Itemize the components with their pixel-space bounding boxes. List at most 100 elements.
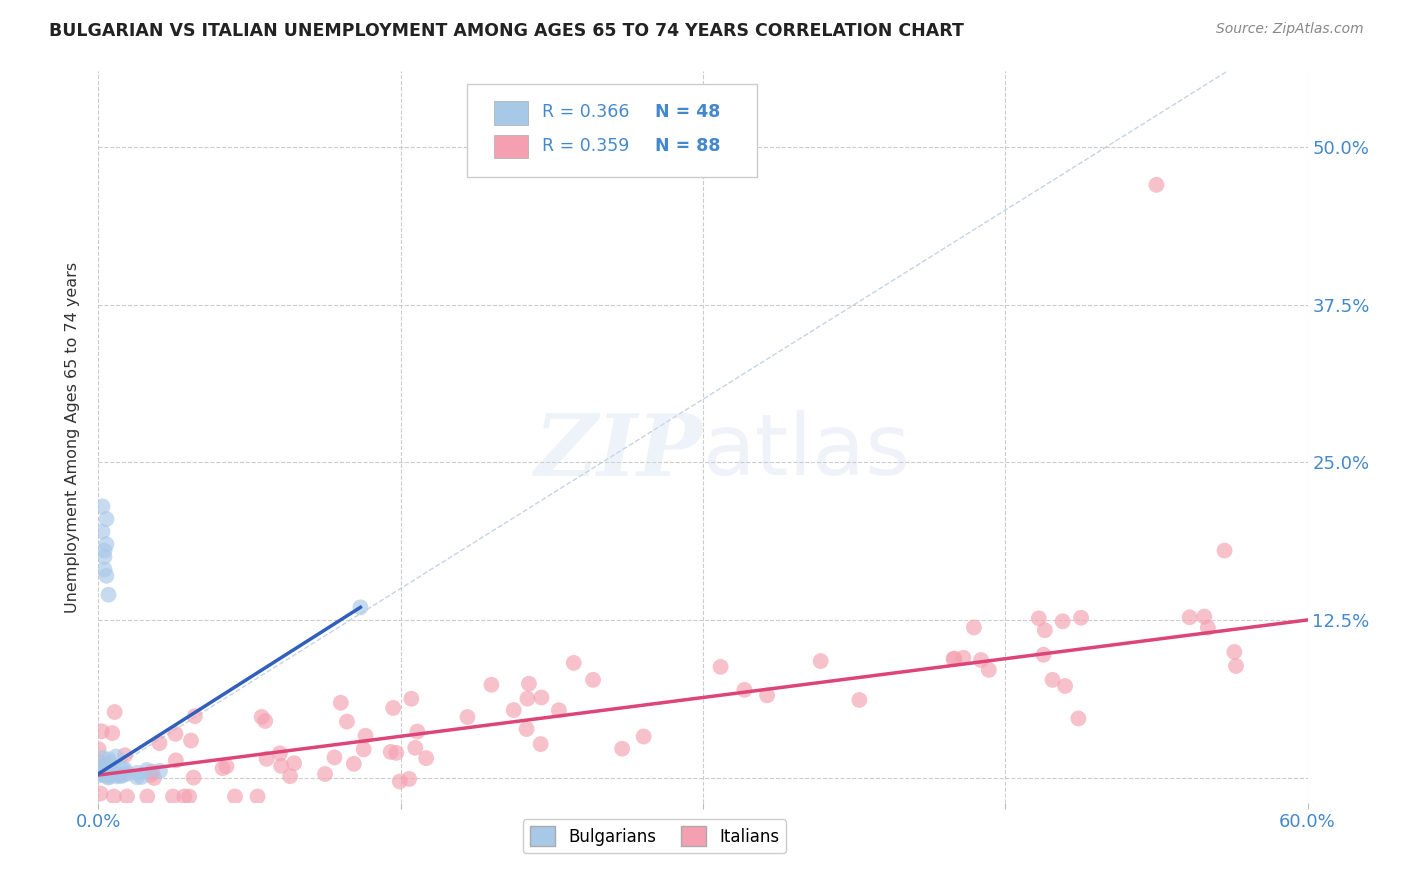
Point [1033, 624, 1056, 638]
Point [710, 660, 733, 674]
Point [1223, 645, 1246, 659]
Point [562, 656, 585, 670]
Text: R = 0.359: R = 0.359 [543, 137, 630, 155]
Point [1213, 543, 1236, 558]
Point [96, 512, 118, 526]
Point [1070, 611, 1092, 625]
Point [256, 752, 278, 766]
Point [97, 588, 120, 602]
Point [353, 742, 375, 756]
Point [105, 749, 128, 764]
Point [1178, 610, 1201, 624]
FancyBboxPatch shape [467, 84, 758, 178]
Point [530, 690, 553, 705]
Point [415, 751, 437, 765]
Point [1146, 178, 1168, 192]
Point [103, 765, 125, 780]
Point [224, 789, 246, 804]
Point [173, 789, 195, 804]
Point [89, 763, 111, 777]
Point [111, 762, 134, 776]
Point [89, 787, 111, 801]
Point [89, 765, 111, 780]
Point [110, 769, 132, 783]
Point [114, 762, 136, 776]
Point [89, 756, 111, 770]
Point [93, 543, 115, 558]
Point [942, 652, 965, 666]
Point [87, 763, 110, 777]
Point [329, 696, 352, 710]
Point [1225, 659, 1247, 673]
Point [211, 761, 233, 775]
Point [516, 691, 538, 706]
Point [183, 771, 205, 785]
FancyBboxPatch shape [494, 102, 527, 125]
Text: N = 48: N = 48 [655, 103, 720, 120]
Text: R = 0.366: R = 0.366 [543, 103, 630, 120]
Point [943, 651, 966, 665]
Point [105, 769, 128, 783]
Point [87, 742, 110, 756]
Point [93, 767, 115, 781]
Point [98, 766, 121, 780]
Text: atlas: atlas [703, 410, 911, 493]
Point [104, 705, 127, 719]
Point [91, 767, 114, 781]
Point [733, 682, 755, 697]
Point [97, 766, 120, 780]
Point [633, 730, 655, 744]
Point [93, 562, 115, 576]
Point [91, 500, 114, 514]
Text: BULGARIAN VS ITALIAN UNEMPLOYMENT AMONG AGES 65 TO 74 YEARS CORRELATION CHART: BULGARIAN VS ITALIAN UNEMPLOYMENT AMONG … [49, 22, 965, 40]
Point [96, 569, 118, 583]
Point [162, 789, 184, 804]
Point [269, 747, 291, 761]
Point [111, 768, 134, 782]
Point [388, 774, 411, 789]
Text: ZIP: ZIP [536, 410, 703, 493]
Text: N = 88: N = 88 [655, 137, 720, 155]
Point [139, 768, 162, 782]
Point [1194, 609, 1216, 624]
Point [401, 691, 423, 706]
Point [278, 769, 301, 783]
Point [456, 710, 478, 724]
Point [90, 724, 112, 739]
Point [385, 746, 408, 760]
Point [404, 740, 426, 755]
Point [91, 758, 114, 772]
Point [100, 767, 122, 781]
Point [141, 764, 163, 779]
Point [97, 771, 120, 785]
Point [94, 759, 117, 773]
Point [756, 689, 779, 703]
Point [103, 789, 125, 804]
Point [108, 768, 131, 782]
Point [96, 537, 118, 551]
Point [97, 752, 120, 766]
Point [98, 764, 121, 779]
Point [582, 673, 605, 687]
Point [1028, 611, 1050, 625]
Point [98, 756, 121, 770]
Point [343, 756, 366, 771]
Point [90, 768, 112, 782]
Point [336, 714, 359, 729]
Point [101, 726, 124, 740]
Point [530, 737, 553, 751]
Point [93, 764, 115, 779]
Point [1067, 711, 1090, 725]
Point [380, 745, 402, 759]
Point [165, 727, 187, 741]
Text: Source: ZipAtlas.com: Source: ZipAtlas.com [1216, 22, 1364, 37]
Point [481, 678, 503, 692]
Point [93, 549, 115, 564]
Point [1197, 621, 1219, 635]
Point [148, 736, 170, 750]
Point [547, 703, 569, 717]
Point [215, 759, 238, 773]
Point [970, 653, 993, 667]
Point [180, 733, 202, 747]
Point [963, 620, 986, 634]
